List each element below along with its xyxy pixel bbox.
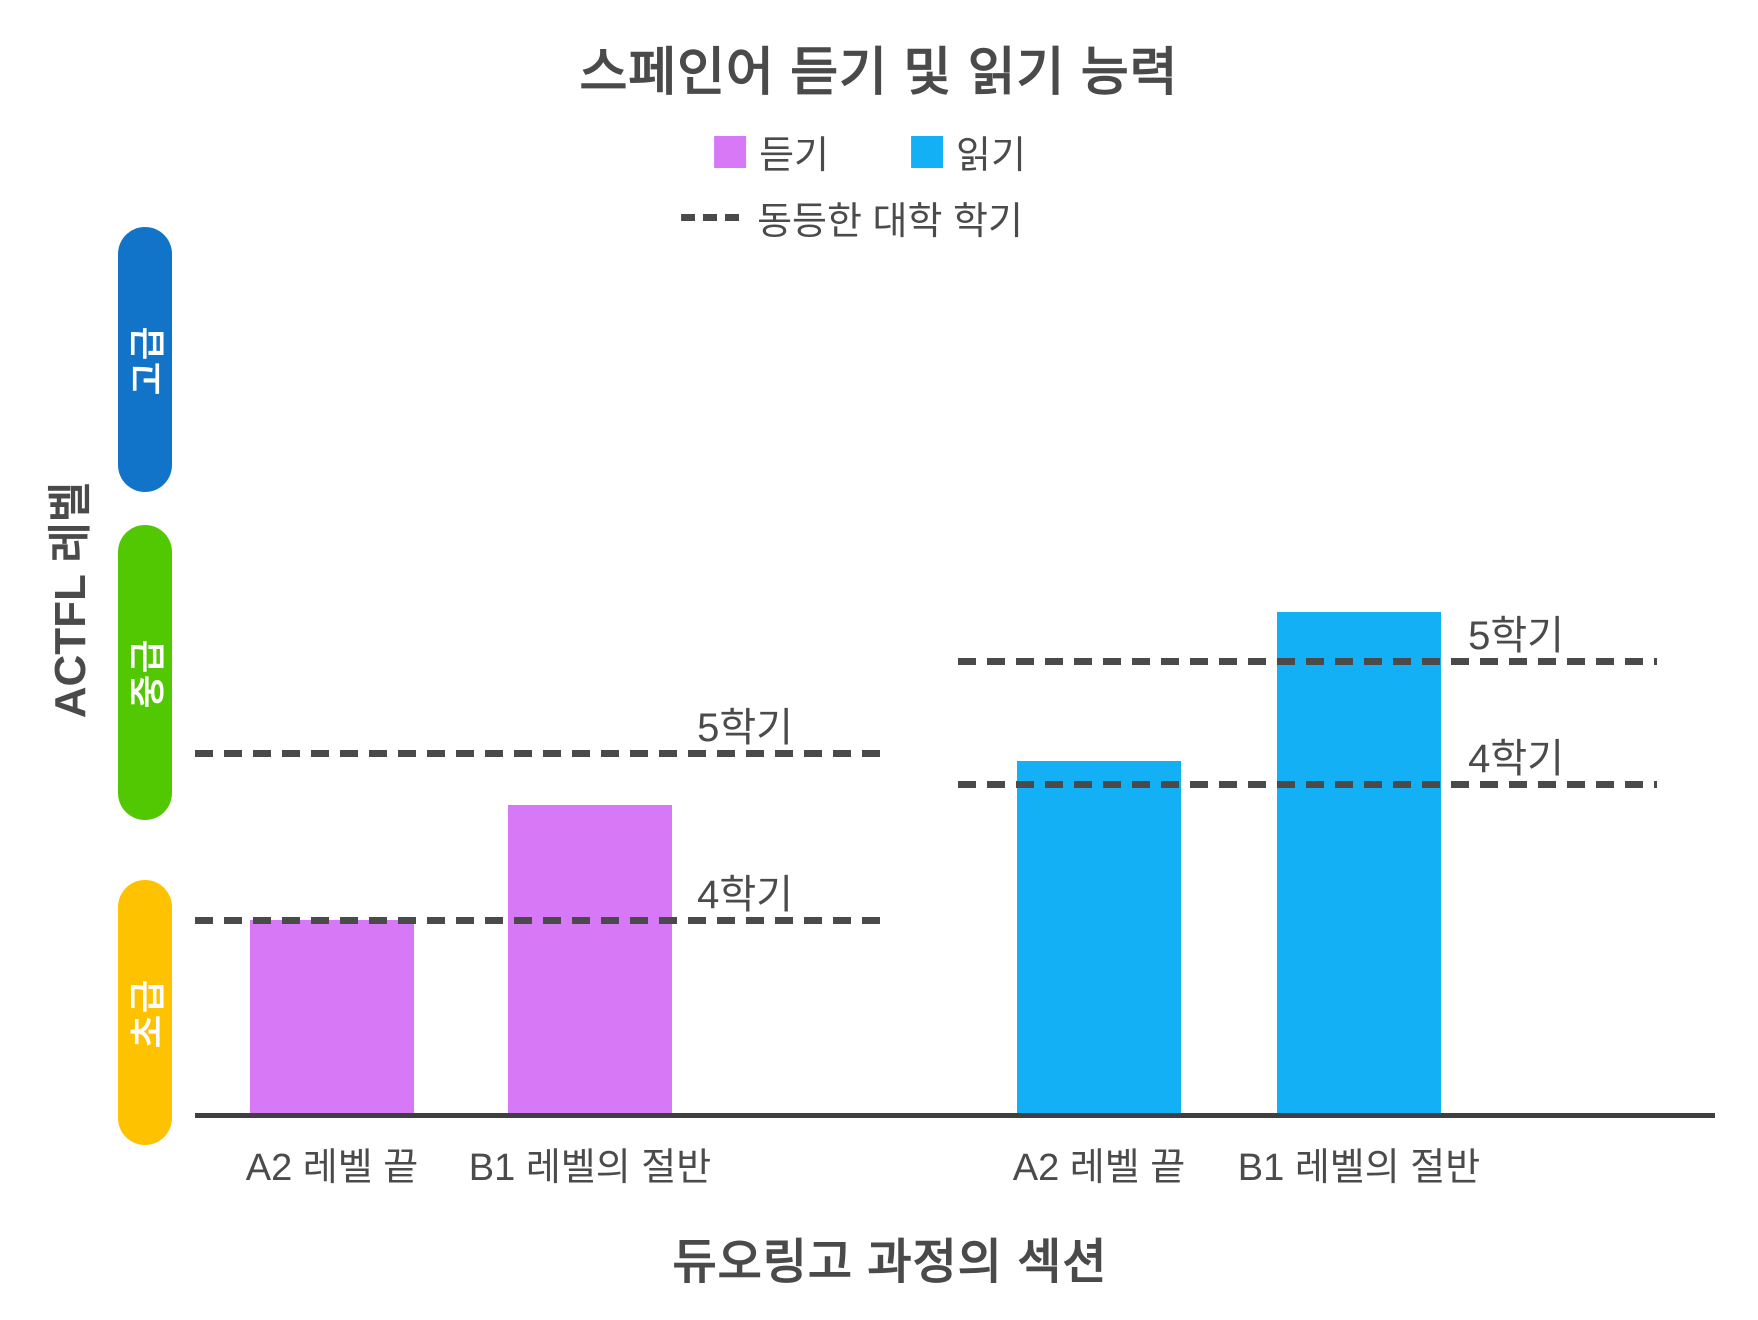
bar xyxy=(1277,612,1441,1115)
bar xyxy=(508,805,672,1115)
actfl-band-pill: 중급 xyxy=(118,525,172,820)
x-axis-title: 듀오링고 과정의 섹션 xyxy=(672,1236,1108,1289)
bar xyxy=(250,920,414,1115)
reading-swatch-icon xyxy=(911,135,943,168)
reference-line-label: 4학기 xyxy=(697,873,793,917)
legend: 듣기 읽기 xyxy=(714,124,1026,179)
actfl-band-label: 고급 xyxy=(127,324,168,395)
legend-label-semesters: 동등한 대학 학기 xyxy=(757,201,1023,243)
listening-swatch-icon xyxy=(714,135,747,168)
reference-line-label: 5학기 xyxy=(697,706,793,750)
legend-dashed-entry: 동등한 대학 학기 xyxy=(681,190,1023,245)
reference-dashed-line xyxy=(958,781,1657,788)
x-tick-label: A2 레벨 끝 xyxy=(1012,1147,1186,1189)
dashed-line-icon xyxy=(681,214,740,221)
actfl-band-label: 초급 xyxy=(127,977,168,1048)
legend-label-listening: 듣기 xyxy=(759,135,829,177)
actfl-band-pill: 고급 xyxy=(118,227,172,492)
actfl-band-pill: 초급 xyxy=(118,880,172,1145)
reference-dashed-line xyxy=(195,750,883,757)
reference-dashed-line xyxy=(958,658,1657,665)
chart-title: 스페인어 듣기 및 읽기 능력 xyxy=(579,44,1179,102)
x-tick-label: B1 레벨의 절반 xyxy=(1237,1147,1481,1189)
bar xyxy=(1017,761,1181,1115)
legend-label-reading: 읽기 xyxy=(956,135,1026,177)
reference-line-label: 4학기 xyxy=(1468,737,1564,781)
actfl-band-label: 중급 xyxy=(127,637,168,708)
y-axis-title: ACTFL 레벨 xyxy=(46,481,95,719)
x-axis-line xyxy=(195,1113,1715,1118)
reference-line-label: 5학기 xyxy=(1468,614,1564,658)
x-tick-label: B1 레벨의 절반 xyxy=(468,1147,712,1189)
reference-dashed-line xyxy=(195,917,883,924)
x-tick-label: A2 레벨 끝 xyxy=(245,1147,419,1189)
